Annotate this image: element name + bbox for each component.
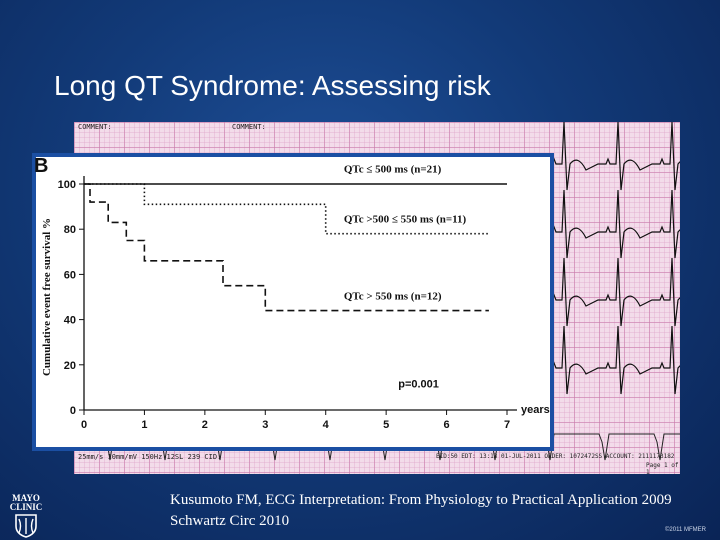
ecg-footer-left: 25mm/s 10mm/mV 150Hz 12SL 239 CID: bbox=[78, 453, 222, 461]
ecg-trace-row-3 bbox=[544, 257, 680, 327]
y-tick-label: 40 bbox=[64, 315, 76, 327]
ecg-comment-mid: COMMENT: bbox=[232, 123, 266, 131]
ecg-page-number: Page 1 of 1 bbox=[646, 462, 679, 476]
p-value-annotation: p=0.001 bbox=[398, 378, 439, 390]
series-label-2: QTc >500 ≤ 550 ms (n=11) bbox=[344, 213, 467, 225]
x-tick-label: 5 bbox=[383, 419, 389, 431]
y-tick-label: 20 bbox=[64, 360, 76, 372]
series-line-3 bbox=[84, 183, 489, 312]
ecg-footer-right: EID:50 EDT: 13:13 01-JUL-2011 ORDER: 107… bbox=[436, 453, 675, 460]
y-axis-label: Cumulative event free survival % bbox=[41, 218, 53, 376]
y-tick-label: 100 bbox=[58, 179, 76, 191]
slide-title: Long QT Syndrome: Assessing risk bbox=[54, 70, 491, 101]
y-tick-label: 60 bbox=[64, 269, 76, 281]
logo-text-mayo: MAYO bbox=[12, 493, 40, 503]
ecg-trace-row-1 bbox=[544, 122, 680, 191]
x-tick-label: 0 bbox=[81, 419, 87, 431]
x-tick-label: 6 bbox=[444, 419, 450, 431]
x-tick-label: 4 bbox=[323, 419, 330, 431]
copyright: ©2011 MFMER bbox=[665, 527, 706, 533]
x-tick-label: 7 bbox=[504, 419, 510, 431]
ecg-comment-left: COMMENT: bbox=[78, 123, 112, 131]
y-tick-label: 80 bbox=[64, 224, 76, 236]
survival-chart-panel: 0 20 40 60 80 100 0 1 2 3 4 5 6 7 Cumulative event fre… bbox=[32, 153, 554, 451]
x-tick-label: 1 bbox=[141, 419, 147, 431]
survival-chart: 0 20 40 60 80 100 0 1 2 3 4 5 6 7 Cumulative event fre… bbox=[41, 164, 550, 431]
series-label-3: QTc > 550 ms (n=12) bbox=[344, 290, 442, 302]
logo-text-clinic: CLINIC bbox=[9, 502, 43, 512]
y-tick-label: 0 bbox=[70, 405, 76, 417]
citation: Kusumoto FM, ECG Interpretation: From Ph… bbox=[170, 490, 672, 532]
citation-line-1: Kusumoto FM, ECG Interpretation: From Ph… bbox=[170, 492, 672, 508]
series-label-1: QTc ≤ 500 ms (n=21) bbox=[344, 164, 442, 176]
x-axis-label: years bbox=[521, 404, 550, 416]
series-line-2 bbox=[84, 183, 489, 235]
x-tick-label: 3 bbox=[262, 419, 268, 431]
ecg-trace-row-4 bbox=[544, 325, 680, 395]
panel-label: B bbox=[34, 155, 49, 177]
citation-line-2: Schwartz Circ 2010 bbox=[170, 513, 290, 529]
ecg-trace-row-2 bbox=[544, 189, 680, 259]
x-tick-label: 2 bbox=[202, 419, 208, 431]
mayo-clinic-logo: MAYO CLINIC bbox=[9, 494, 43, 540]
shield-icon bbox=[15, 514, 37, 538]
